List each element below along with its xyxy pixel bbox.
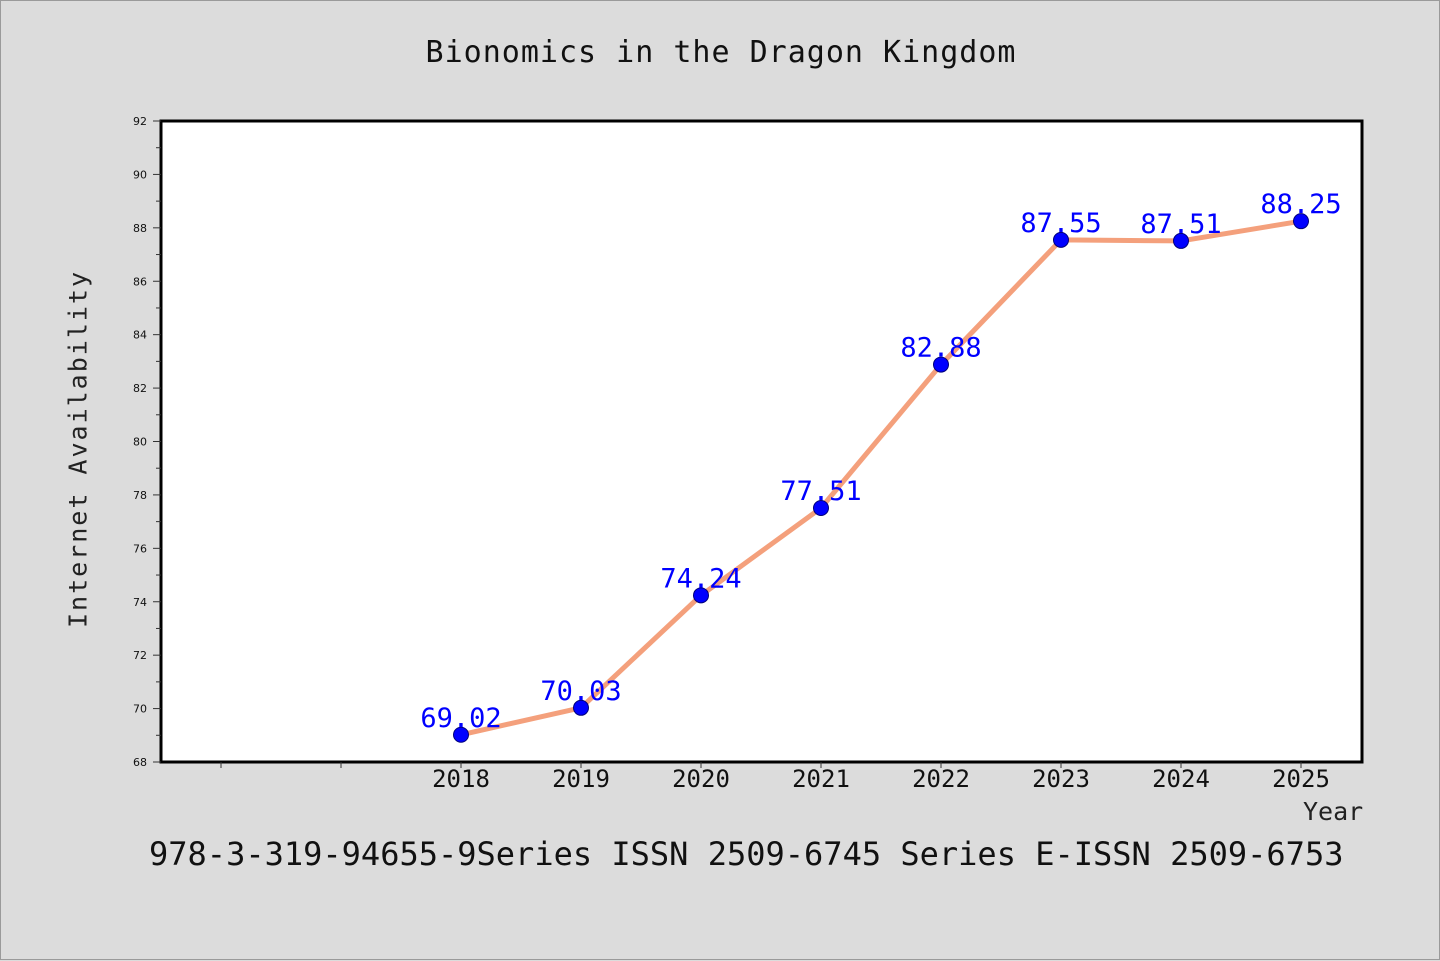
y-tick-label: 86 — [133, 275, 147, 288]
data-point-marker — [813, 500, 829, 517]
series-line — [458, 218, 1304, 738]
chart-title: Bionomics in the Dragon Kingdom — [425, 35, 1017, 70]
y-tick-label: 70 — [133, 703, 147, 716]
x-tick-label: 2020 — [672, 765, 730, 793]
x-tick-label: 2025 — [1272, 765, 1330, 793]
x-tick-label: 2023 — [1032, 765, 1090, 793]
x-axis-label: Year — [1303, 797, 1364, 826]
y-tick-label: 74 — [133, 596, 147, 609]
data-label: 88.25 — [1260, 189, 1341, 220]
y-tick-label: 92 — [133, 115, 147, 128]
data-label: 77.51 — [780, 476, 861, 507]
y-tick-label: 72 — [133, 649, 147, 662]
data-label: 74.24 — [660, 563, 741, 594]
data-point-marker — [1293, 213, 1309, 230]
y-tick-label: 90 — [133, 168, 147, 181]
data-label: 82.88 — [900, 333, 981, 364]
x-tick-label: 2022 — [912, 765, 970, 793]
y-tick-label: 68 — [133, 756, 147, 769]
data-point-marker — [573, 699, 589, 716]
x-tick-label: 2024 — [1152, 765, 1210, 793]
data-point-marker — [933, 356, 949, 373]
y-tick-label: 88 — [133, 222, 147, 235]
plot-frame — [159, 119, 1364, 764]
data-label: 70.03 — [540, 676, 621, 707]
x-tick-label: 2021 — [792, 765, 850, 793]
y-tick-label: 76 — [133, 542, 147, 555]
data-label: 87.51 — [1140, 209, 1221, 240]
y-tick-label: 82 — [133, 382, 147, 395]
footer-isbn-text: 978-3-319-94655-9Series ISSN 2509-6745 S… — [149, 835, 1344, 873]
y-tick-label: 78 — [133, 489, 147, 502]
data-point-marker — [453, 726, 469, 743]
data-point-marker — [693, 587, 709, 604]
data-label: 69.02 — [420, 703, 501, 734]
data-point-marker — [1053, 231, 1069, 248]
data-point-marker — [1173, 232, 1189, 249]
y-tick-label: 84 — [133, 329, 147, 342]
x-tick-label: 2018 — [432, 765, 490, 793]
y-tick-label: 80 — [133, 436, 147, 449]
x-tick-label: 2019 — [552, 765, 610, 793]
data-label: 87.55 — [1020, 208, 1101, 239]
